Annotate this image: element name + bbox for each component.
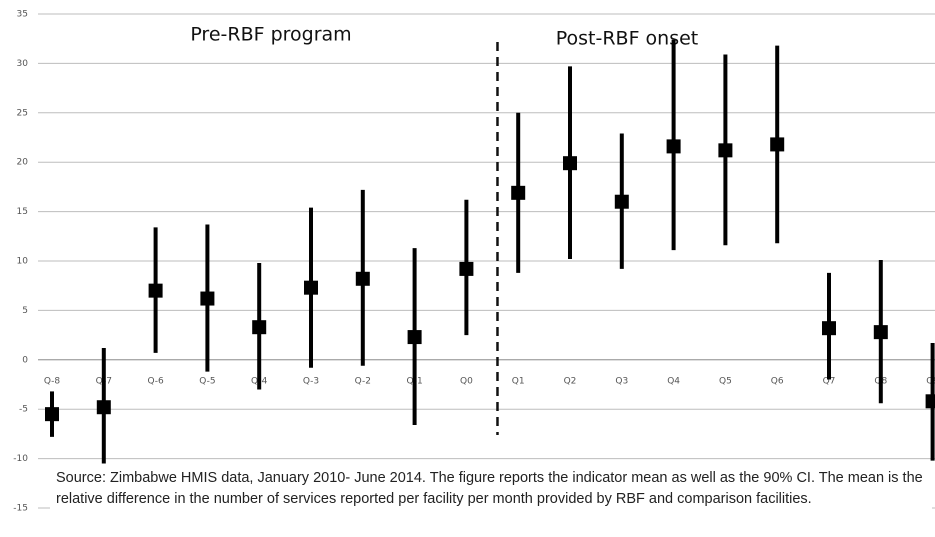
- x-tick-label: Q3: [615, 376, 628, 386]
- source-note: Source: Zimbabwe HMIS data, January 2010…: [50, 466, 932, 512]
- point-marker: [822, 321, 836, 336]
- point-marker: [718, 143, 733, 158]
- x-tick-label: Q-8: [44, 376, 61, 386]
- point-marker: [148, 283, 163, 298]
- point-marker: [770, 137, 785, 152]
- x-tick-label: Q-6: [147, 376, 164, 386]
- point-marker: [96, 400, 111, 415]
- x-tick-label: Q1: [512, 376, 525, 386]
- point-marker: [925, 394, 935, 409]
- x-tick-label: Q2: [564, 376, 577, 386]
- x-tick-label: Q4: [667, 376, 680, 386]
- y-tick-label: -15: [13, 504, 28, 514]
- y-tick-label: -10: [13, 454, 28, 464]
- point-marker: [355, 271, 370, 286]
- y-tick-label: 20: [17, 158, 29, 168]
- point-marker: [614, 194, 629, 209]
- point-marker: [666, 139, 681, 154]
- point-marker: [873, 325, 888, 340]
- point-marker: [45, 407, 59, 422]
- x-tick-label: Q-3: [303, 376, 319, 386]
- y-tick-label: 15: [17, 207, 28, 217]
- y-tick-label: -5: [19, 405, 28, 415]
- x-tick-label: Q5: [719, 376, 732, 386]
- x-tick-label: Q-5: [199, 376, 215, 386]
- y-tick-label: 25: [17, 108, 28, 118]
- y-tick-label: 30: [17, 59, 29, 69]
- point-marker: [459, 261, 474, 276]
- x-tick-label: Q9: [926, 376, 935, 386]
- y-tick-label: 0: [22, 355, 28, 365]
- y-tick-label: 5: [22, 306, 28, 316]
- y-tick-label: 10: [17, 257, 29, 267]
- annotation: Pre-RBF program: [190, 24, 351, 46]
- x-tick-label: Q-2: [355, 376, 371, 386]
- point-marker: [563, 156, 577, 171]
- point-marker: [200, 291, 215, 306]
- x-tick-label: Q7: [823, 376, 836, 386]
- x-tick-label: Q0: [460, 376, 473, 386]
- point-marker: [407, 330, 422, 345]
- x-tick-label: Q6: [771, 376, 784, 386]
- annotation: Post-RBF onset: [556, 28, 699, 50]
- point-marker: [511, 185, 526, 200]
- point-marker: [304, 280, 318, 295]
- point-marker: [252, 320, 267, 335]
- y-tick-label: 35: [17, 10, 28, 20]
